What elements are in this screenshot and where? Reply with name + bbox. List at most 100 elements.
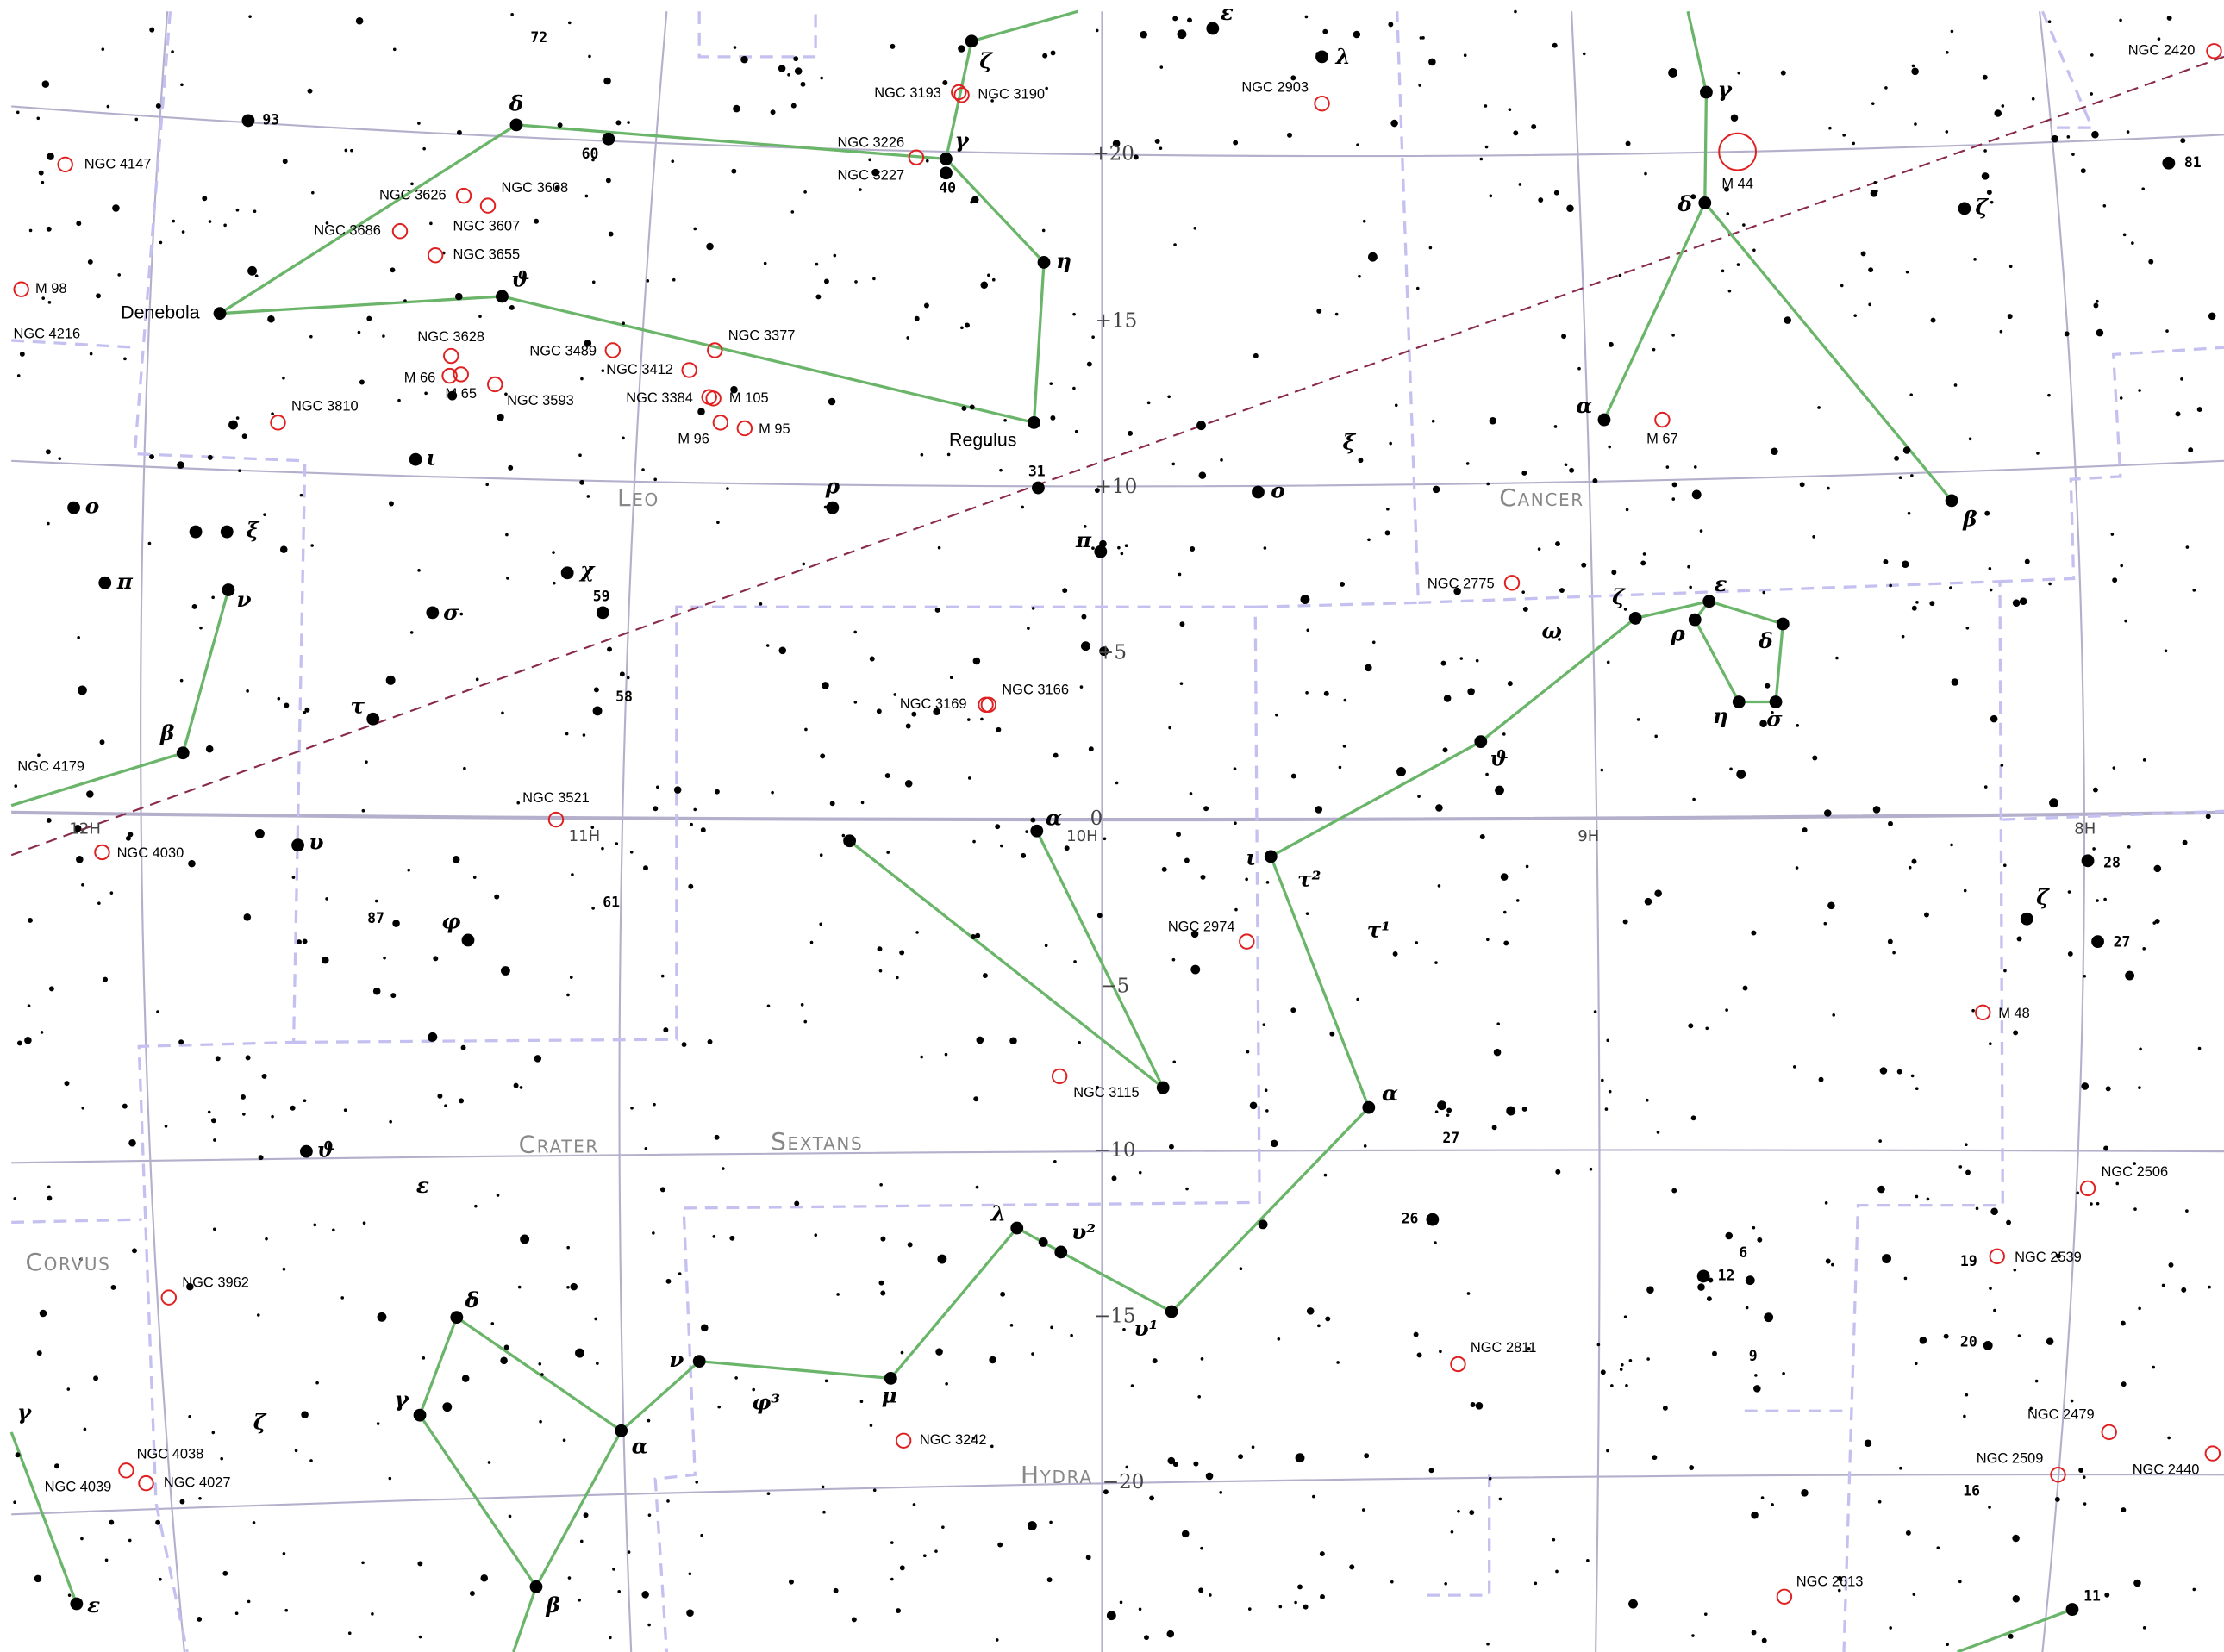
star bbox=[534, 1055, 542, 1063]
star bbox=[1434, 961, 1438, 964]
star bbox=[726, 487, 729, 490]
star bbox=[1761, 1637, 1767, 1643]
star bbox=[601, 369, 605, 372]
star bbox=[886, 851, 890, 854]
star bbox=[905, 723, 911, 729]
star bbox=[1190, 964, 1201, 975]
star bbox=[794, 1200, 800, 1206]
star bbox=[2000, 764, 2004, 767]
star bbox=[1725, 1008, 1728, 1012]
star bbox=[1364, 1453, 1370, 1459]
star bbox=[38, 170, 44, 176]
star bbox=[1322, 28, 1328, 34]
coordinate-grid bbox=[11, 11, 2224, 1652]
star bbox=[1046, 1577, 1053, 1583]
star bbox=[980, 717, 984, 721]
star bbox=[503, 1344, 509, 1350]
star bbox=[1951, 678, 1959, 686]
star bbox=[1736, 770, 1746, 779]
star bbox=[1910, 474, 1914, 477]
declination-label: −20 bbox=[1103, 1471, 1145, 1493]
star bbox=[1303, 1604, 1309, 1610]
star bbox=[1926, 1197, 1930, 1201]
star bbox=[222, 1570, 228, 1576]
deep-sky-object bbox=[1975, 1004, 1991, 1021]
deep-sky-object bbox=[1503, 575, 1521, 591]
bright-star bbox=[1206, 22, 1220, 35]
star bbox=[1593, 1010, 1597, 1013]
star bbox=[2131, 241, 2134, 245]
star bbox=[789, 1579, 794, 1585]
star bbox=[1171, 957, 1176, 962]
star bbox=[1041, 228, 1046, 233]
star bbox=[179, 678, 184, 683]
star bbox=[417, 1561, 423, 1567]
star-label: υ bbox=[309, 830, 323, 855]
star bbox=[707, 1038, 713, 1044]
star bbox=[1421, 36, 1425, 40]
star bbox=[1320, 1593, 1325, 1599]
object-label: NGC 4147 bbox=[84, 156, 152, 171]
star bbox=[1466, 1292, 1471, 1295]
star bbox=[2127, 845, 2131, 849]
star bbox=[937, 545, 941, 550]
star bbox=[442, 1402, 453, 1412]
object-label: NGC 3384 bbox=[626, 390, 693, 406]
star bbox=[1608, 1089, 1612, 1094]
deep-sky-object bbox=[160, 1289, 178, 1306]
star bbox=[37, 753, 41, 757]
star bbox=[1923, 912, 1929, 918]
star bbox=[607, 646, 612, 652]
star bbox=[787, 72, 790, 77]
star bbox=[982, 973, 988, 979]
boundary bbox=[697, 11, 817, 59]
flamsteed-number: 40 bbox=[939, 179, 956, 196]
star bbox=[1662, 1405, 1668, 1411]
star bbox=[859, 1400, 864, 1404]
star bbox=[299, 493, 303, 497]
star bbox=[752, 1387, 756, 1392]
star bbox=[717, 1405, 722, 1409]
star bbox=[2096, 328, 2104, 337]
star-label: ε bbox=[87, 1593, 100, 1618]
bright-star bbox=[843, 834, 857, 848]
star bbox=[641, 468, 645, 471]
star bbox=[1606, 1038, 1610, 1043]
star bbox=[579, 1539, 584, 1543]
star bbox=[1184, 857, 1190, 863]
star bbox=[647, 1418, 651, 1423]
star bbox=[899, 950, 905, 956]
object-label: NGC 2613 bbox=[1796, 1574, 1864, 1590]
object-label: M 95 bbox=[759, 421, 790, 437]
star bbox=[1277, 1337, 1281, 1341]
star bbox=[1596, 1343, 1601, 1347]
star bbox=[1112, 140, 1121, 147]
star bbox=[2051, 134, 2058, 143]
star bbox=[1179, 682, 1184, 685]
star bbox=[809, 940, 814, 944]
star bbox=[1094, 488, 1100, 493]
star bbox=[1486, 938, 1490, 942]
star bbox=[460, 1044, 466, 1050]
star bbox=[942, 80, 948, 85]
star bbox=[79, 1257, 83, 1262]
star bbox=[1687, 564, 1690, 569]
star bbox=[1502, 732, 1506, 736]
star bbox=[626, 676, 630, 680]
star bbox=[1705, 1026, 1709, 1031]
star bbox=[1362, 219, 1366, 223]
star bbox=[1589, 1167, 1593, 1171]
star bbox=[1902, 446, 1911, 454]
star bbox=[2017, 1334, 2021, 1337]
star bbox=[969, 404, 975, 410]
star bbox=[40, 1031, 44, 1034]
star bbox=[660, 974, 665, 978]
star bbox=[1416, 1352, 1422, 1358]
star-label: φ³ bbox=[752, 1390, 780, 1415]
deep-sky-object bbox=[487, 376, 503, 393]
star bbox=[971, 196, 979, 204]
star bbox=[937, 1254, 947, 1264]
star bbox=[1802, 827, 1808, 833]
star bbox=[1363, 1144, 1367, 1148]
bright-star bbox=[1776, 617, 1790, 631]
